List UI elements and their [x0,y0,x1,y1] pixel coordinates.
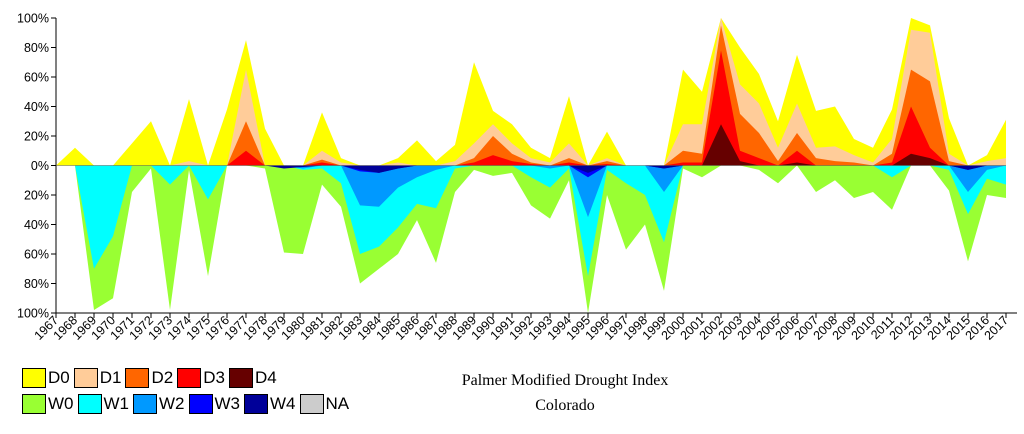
y-tick-label: 60% [24,71,49,85]
legend-swatch [228,368,253,388]
legend-label: NA [325,394,350,413]
legend-item-w1: W1 [77,394,130,414]
legend-item-w0: W0 [22,394,74,414]
legend-swatch [22,394,46,414]
series-area-w0 [56,165,1006,313]
legend-swatch [22,368,46,388]
legend-row-drought: D0 D1 D2 D3 D4 [22,366,352,390]
legend-swatch [244,394,268,414]
legend-item-w2: W2 [133,394,185,414]
y-tick-label: 20% [24,189,49,203]
series-area-d4 [56,124,1006,166]
y-tick-label: 100% [17,12,49,26]
legend-swatch [133,394,157,414]
legend-label: D0 [48,368,70,387]
chart-axes [55,18,1017,314]
series-area-w4 [56,165,1006,173]
y-tick-label: 0% [31,159,49,173]
legend-item-d2: D2 [125,368,173,388]
legend-item-na: NA [299,394,350,414]
legend-label: D4 [254,368,277,387]
legend: D0 D1 D2 D3 D4 W0 W1 W2 W3 W4 NA [22,366,352,418]
legend-item-w4: W4 [244,394,296,414]
legend-label: W0 [48,394,74,413]
legend-swatch [73,368,98,388]
legend-swatch [177,368,202,388]
legend-swatch [77,394,102,414]
chart-caption: Palmer Modified Drought Index Colorado [400,368,730,418]
legend-swatch [299,394,324,414]
y-tick-label: 100% [17,307,49,321]
y-tick-label: 80% [24,277,49,291]
legend-label: W2 [159,394,185,413]
legend-item-d1: D1 [73,368,122,388]
legend-row-wet: W0 W1 W2 W3 W4 NA [22,392,352,416]
legend-label: D2 [151,368,174,387]
legend-item-d0: D0 [22,368,70,388]
series-area-d0 [56,18,1006,166]
y-tick-label: 60% [24,248,49,262]
chart-title: Palmer Modified Drought Index [461,372,669,389]
legend-label: W3 [214,394,241,413]
legend-item-d3: D3 [177,368,225,388]
legend-label: D3 [203,368,225,387]
y-tick-label: 20% [24,130,49,144]
y-axis-ticks: 100% 80% 60% 40% 20% 0% 20% 40% 60% 80% 100% [17,12,56,321]
y-tick-label: 80% [24,41,49,55]
legend-label: D1 [99,368,122,387]
legend-item-d4: D4 [228,368,277,388]
x-axis-ticks: 1967196819691970197119721973197419751976… [32,313,1011,343]
y-tick-label: 40% [24,218,49,232]
chart-subtitle: Colorado [535,397,595,414]
legend-label: W4 [270,394,296,413]
legend-label: W1 [103,394,130,413]
legend-swatch [125,368,150,388]
legend-swatch [188,394,213,414]
chart-areas [56,18,1006,313]
y-tick-label: 40% [24,100,49,114]
drought-chart: 100% 80% 60% 40% 20% 0% 20% 40% 60% 80% 100% 19671… [17,12,1017,343]
legend-item-w3: W3 [188,394,241,414]
series-area-d1 [56,18,1006,166]
